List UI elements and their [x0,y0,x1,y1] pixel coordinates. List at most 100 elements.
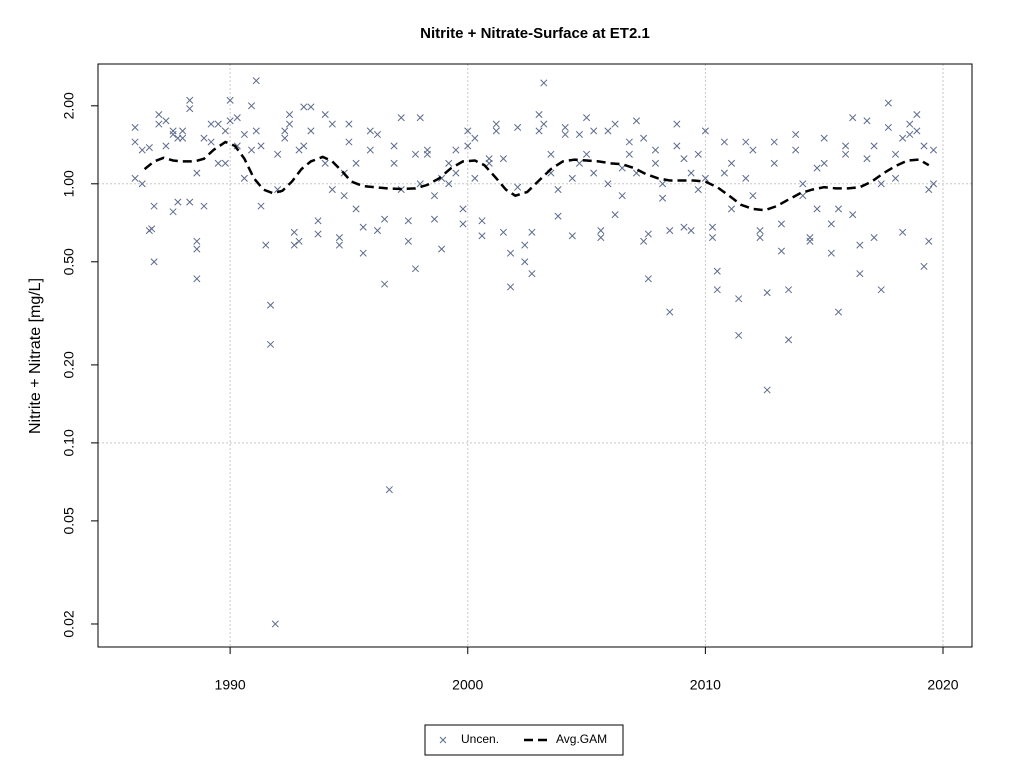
data-point [438,245,446,253]
data-point [925,237,933,245]
data-point [145,144,153,152]
y-tick-label: 0.50 [61,248,77,275]
data-point [929,146,938,154]
data-point [877,286,885,294]
data-point [514,123,522,132]
data-point [506,283,515,291]
data-point [575,159,583,167]
data-point [870,234,878,242]
data-point [756,234,764,242]
data-point [583,150,591,158]
data-point [547,150,555,158]
data-point [506,249,515,257]
data-point [247,146,256,154]
y-axis-label: Nitrite + Nitrate [mg/L] [27,278,44,434]
data-point [186,96,194,104]
y-tick-label: 0.10 [61,429,77,456]
data-point [307,127,315,135]
data-point [554,212,562,220]
data-point [694,186,702,194]
data-point [385,486,393,494]
data-point [397,114,405,122]
data-point [452,146,460,154]
data-point [131,123,139,132]
data-point [226,96,234,104]
data-point [799,180,807,188]
data-point [756,227,764,235]
data-point [285,111,294,119]
data-point [271,620,279,628]
chart-title: Nitrite + Nitrate-Surface at ET2.1 [420,25,650,42]
data-point [499,228,507,236]
data-point [381,280,389,288]
data-point [792,146,800,154]
data-point [200,202,208,210]
data-point [856,270,864,278]
data-point [314,217,322,225]
data-point [459,220,467,228]
data-point [720,138,728,146]
data-point [492,120,500,128]
data-point [820,159,828,167]
data-point [834,205,843,213]
data-point [906,130,914,139]
data-point [221,159,229,167]
data-point [632,117,641,125]
data-point [295,237,303,245]
data-point [687,169,695,177]
data-point [625,138,633,146]
data-point [618,192,626,200]
y-tick-label: 0.05 [61,507,77,534]
data-point [575,130,583,139]
x-tick-label: 2020 [927,677,958,693]
data-point [611,211,619,219]
data-point [233,114,241,122]
data-point [193,275,201,283]
data-point [214,159,222,167]
data-point [366,146,374,154]
data-point [366,127,374,135]
data-point [749,192,757,200]
data-point [842,150,850,158]
data-point [521,258,529,266]
data-point [777,247,785,255]
legend-marker [439,736,447,744]
data-point [179,127,187,135]
data-point [352,205,360,213]
data-point [863,117,871,125]
data-point [521,241,529,249]
data-point [207,120,215,128]
data-point [207,138,215,146]
data-point [884,123,892,132]
data-point [411,150,420,158]
data-point [155,111,163,119]
data-point [651,146,660,154]
data-point [792,130,800,139]
data-point [340,192,348,200]
data-point [870,142,878,150]
data-point [583,114,591,122]
data-point [131,174,139,182]
data-point [411,265,420,273]
data-point [266,340,275,348]
trend-line [143,140,930,212]
data-point [416,114,424,122]
y-tick-label: 0.20 [61,351,77,378]
data-point [285,120,294,128]
data-point [459,205,467,213]
data-point [335,241,343,249]
data-point [727,159,736,167]
data-point [169,208,177,216]
data-point [390,159,398,167]
data-point [290,241,298,249]
data-point [813,205,821,213]
data-point [478,232,486,240]
data-point [561,130,569,139]
data-point [899,228,907,236]
data-point [281,134,289,142]
data-point [770,138,778,146]
x-tick-label: 2000 [452,677,483,693]
data-point [680,223,688,231]
